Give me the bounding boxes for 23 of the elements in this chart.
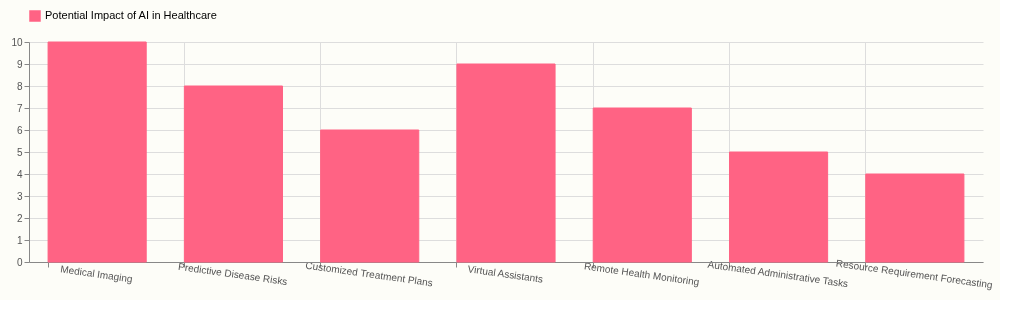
x-tick-label: Predictive Disease Risks	[177, 260, 289, 288]
bar	[183, 85, 283, 263]
y-tick-label: 0	[16, 256, 23, 268]
y-tick-label: 4	[16, 168, 23, 180]
bar	[456, 63, 556, 263]
bar	[592, 107, 692, 263]
x-tick-label: Customized Treatment Plans	[304, 259, 434, 289]
x-tick-label: Virtual Assistants	[466, 263, 544, 285]
bar	[320, 129, 420, 263]
y-tick-label: 5	[16, 146, 23, 158]
y-tick-label: 10	[11, 36, 23, 48]
y-tick-label: 1	[16, 234, 23, 246]
y-tick-label: 6	[16, 124, 23, 136]
x-tick-label: Remote Health Monitoring	[583, 260, 700, 288]
y-tick-label: 3	[16, 190, 23, 202]
y-tick-label: 9	[16, 58, 23, 70]
x-tick-label: Medical Imaging	[59, 263, 134, 285]
bar	[47, 41, 147, 263]
y-tick-label: 2	[16, 212, 23, 224]
legend-label: Potential Impact of AI in Healthcare	[45, 9, 217, 21]
y-tick-label: 7	[16, 102, 23, 114]
y-tick-label: 8	[16, 80, 23, 92]
bar	[729, 151, 829, 263]
